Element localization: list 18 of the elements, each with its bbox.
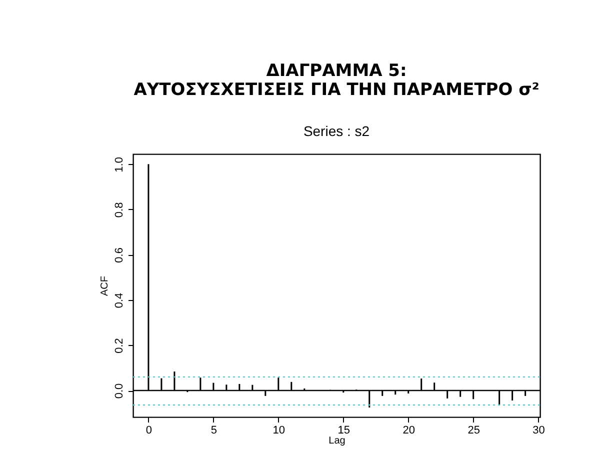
x-tick-label: 10 bbox=[272, 424, 286, 436]
y-tick-label: 0.4 bbox=[114, 292, 126, 308]
x-tick-label: 5 bbox=[210, 424, 217, 436]
x-tick-label: 30 bbox=[532, 424, 545, 436]
x-tick-label: 15 bbox=[338, 424, 350, 436]
y-axis-title: ACF bbox=[100, 276, 110, 296]
x-tick-label: 25 bbox=[468, 424, 480, 436]
y-tick-label: 0.8 bbox=[114, 202, 126, 218]
x-tick-label: 20 bbox=[402, 424, 415, 436]
y-tick-label: 1.0 bbox=[114, 157, 126, 172]
x-tick-label: 0 bbox=[146, 424, 152, 436]
chart-subtitle: Series : s2 bbox=[303, 123, 370, 139]
x-axis-title: Lag bbox=[328, 436, 346, 446]
y-tick-label: 0.6 bbox=[114, 248, 126, 263]
y-tick-label: 0.2 bbox=[114, 338, 126, 354]
text: ΔΙΑΓΡΑΜΜΑ 5: bbox=[266, 61, 407, 81]
text: ΑΥΤΟΣΥΣΧΕΤΙΣΕΙΣ ΓΙΑ ΤΗΝ ΠΑΡΑΜΕΤΡΟ σ² bbox=[134, 80, 540, 100]
y-tick-label: 0.0 bbox=[114, 383, 126, 399]
